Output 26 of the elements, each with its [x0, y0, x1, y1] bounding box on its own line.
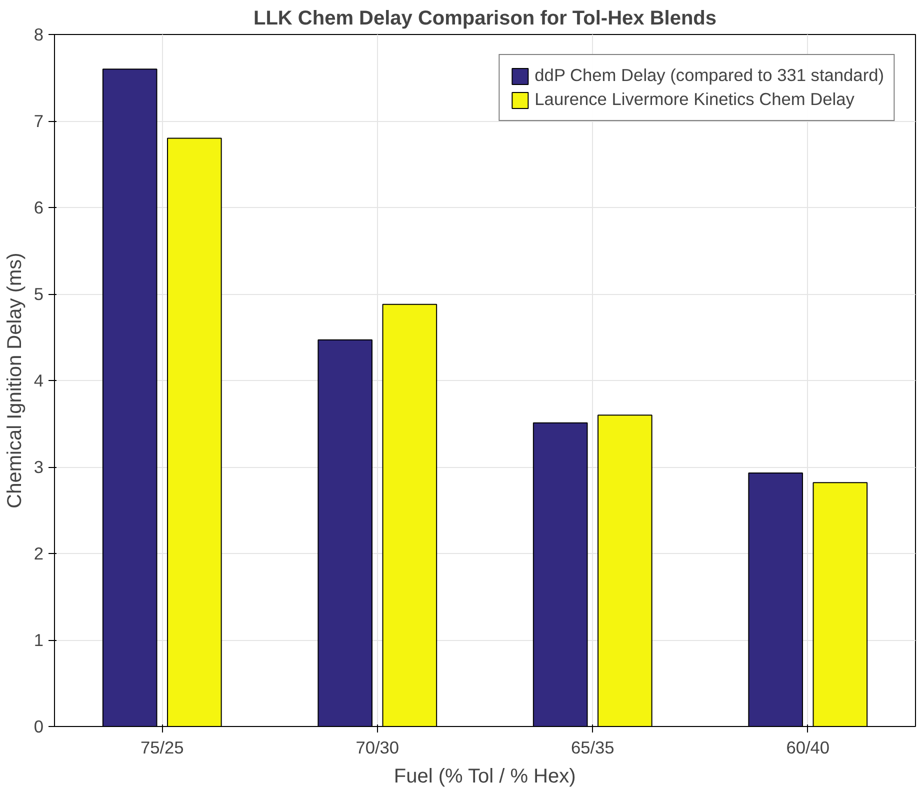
- chart-title: LLK Chem Delay Comparison for Tol-Hex Blends: [253, 8, 717, 30]
- y-tick-label: 0: [34, 716, 44, 736]
- y-tick-label: 2: [34, 544, 44, 564]
- bar: [318, 339, 372, 726]
- y-tick-label: 8: [34, 24, 44, 44]
- bar: [598, 414, 652, 726]
- bar: [167, 138, 222, 726]
- legend-label: Laurence Livermore Kinetics Chem Delay: [534, 89, 854, 110]
- legend-label: ddP Chem Delay (compared to 331 standard): [534, 65, 884, 86]
- y-axis-title: Chemical Ignition Delay (ms): [4, 252, 26, 508]
- y-tick-label: 6: [34, 198, 44, 218]
- bar: [532, 422, 588, 726]
- x-tick-label: 60/40: [786, 738, 830, 758]
- y-tick-label: 7: [34, 111, 44, 131]
- x-tick-label: 75/25: [140, 738, 184, 758]
- x-tick-label: 65/35: [570, 738, 614, 758]
- y-tick-label: 3: [34, 457, 44, 477]
- y-tick-label: 4: [34, 370, 44, 390]
- bar: [382, 304, 438, 726]
- x-axis-title: Fuel (% Tol / % Hex): [394, 766, 576, 788]
- y-tick-label: 5: [34, 284, 44, 304]
- bar: [102, 68, 158, 726]
- bar: [748, 472, 803, 726]
- y-tick-label: 1: [34, 630, 44, 650]
- bar: [812, 482, 868, 726]
- x-tick-label: 70/30: [356, 738, 400, 758]
